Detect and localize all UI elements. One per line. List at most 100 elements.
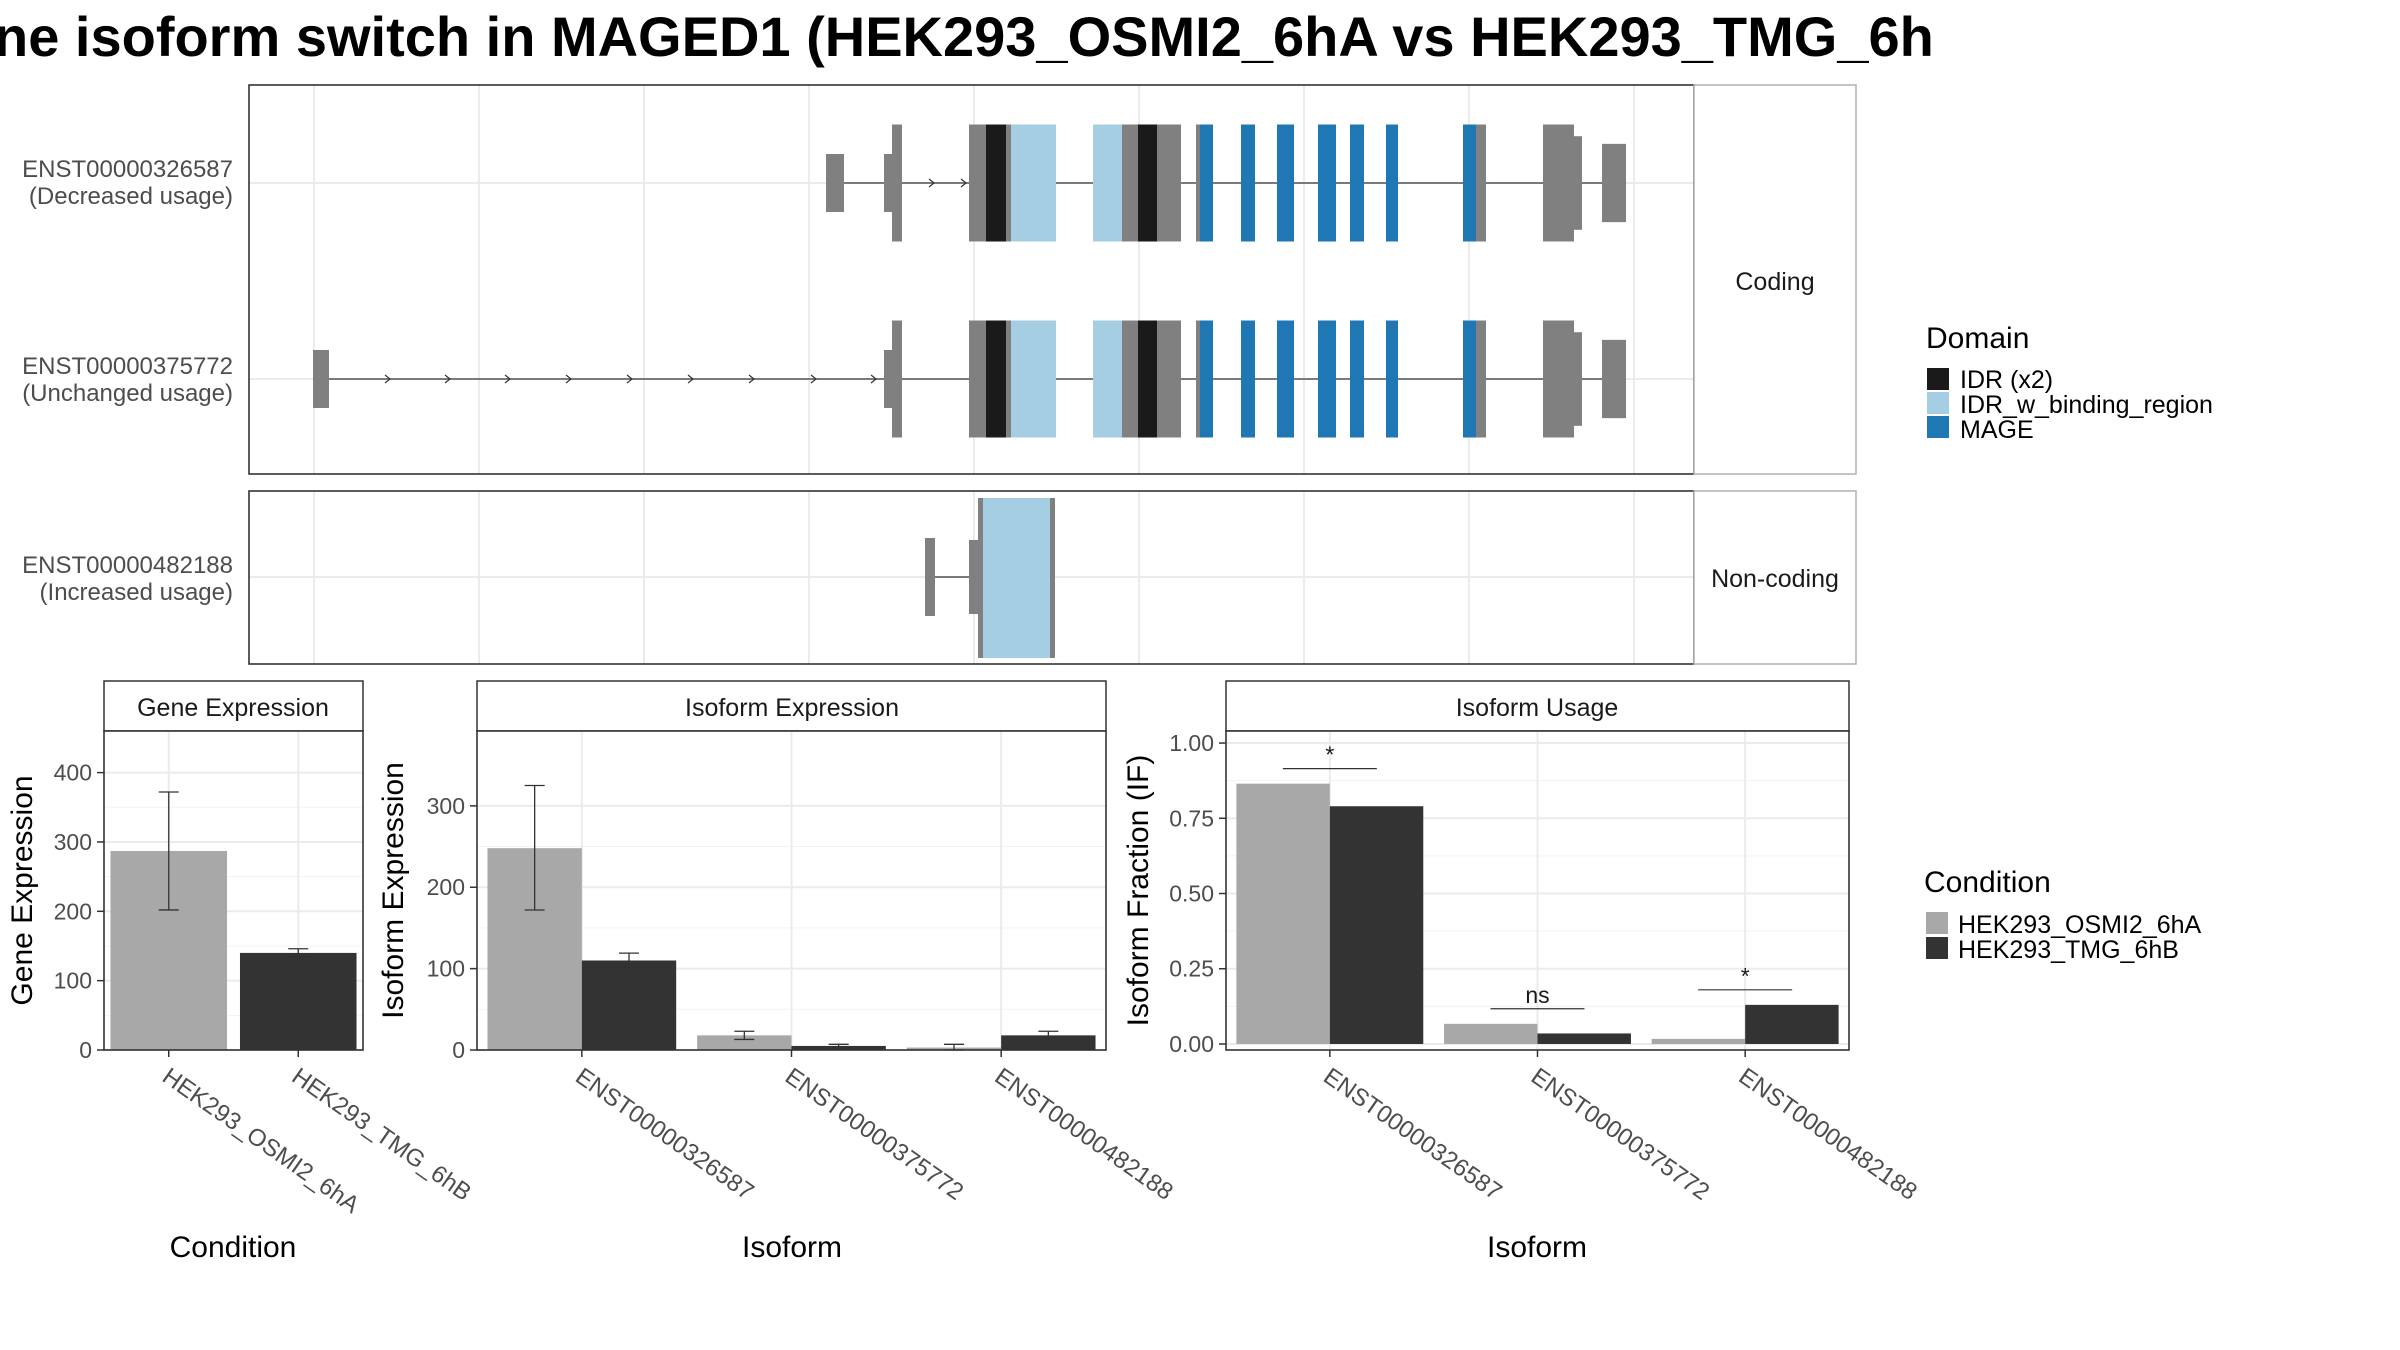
bar-tmg [1330,806,1423,1044]
strip-noncoding-label: Non-coding [1711,565,1839,593]
legend-key-idr-binding [1927,392,1949,414]
y-tick-label: 0.25 [1169,956,1214,982]
y-tick-label: 400 [54,760,92,786]
bar-osmi2 [1236,784,1329,1044]
isoform-structure-panel [249,85,1694,664]
y-tick-label: 100 [54,968,92,994]
domain-idr-binding [1093,321,1123,438]
coding-exon [1006,321,1011,438]
coding-exon [1476,125,1486,242]
domain-mage [1241,321,1255,438]
domain-mage [1463,125,1476,242]
chart-isoform-usage: Isoform Usage*ns*0.000.250.500.751.00ENS… [1122,681,1922,1264]
domain-mage [1318,321,1336,438]
significance-label: ns [1525,982,1549,1008]
exon [925,538,935,616]
isoform-label-2-id: ENST00000375772 [22,353,233,380]
x-axis-title: Condition [170,1231,297,1264]
bar-tmg [1745,1005,1838,1044]
panel-title: Isoform Expression [685,694,899,722]
domain-mage [1463,321,1476,438]
y-tick-label: 0 [452,1037,465,1063]
coding-exon [1543,125,1574,242]
condition-legend: Condition HEK293_OSMI2_6hA HEK293_TMG_6h… [1924,866,2202,964]
domain-idr-binding [1011,125,1056,242]
legend-label-tmg: HEK293_TMG_6hB [1958,936,2179,964]
x-tick-label: ENST00000375772 [780,1063,968,1206]
x-tick-label: ENST00000375772 [1526,1063,1714,1206]
utr-exon [1572,136,1582,230]
y-axis-title: Gene Expression [6,775,39,1005]
x-tick-label: ENST00000482188 [1734,1063,1922,1206]
utr-exon [1602,144,1626,222]
coding-exon [1157,125,1181,242]
chart-isoform-expression: Isoform Expression 0 100 200 300 ENST00000326… [377,681,1178,1264]
utr-exon [1602,340,1626,418]
x-tick-label: ENST00000326587 [1318,1063,1506,1206]
y-tick-label: 0.75 [1169,805,1214,831]
domain-mage [1386,321,1398,438]
coding-exon [892,125,902,242]
bar-tmg [1538,1033,1631,1044]
domain-mage [1200,321,1213,438]
coding-exon [1157,321,1181,438]
isoform-label-1-usage: (Decreased usage) [29,183,233,210]
domain-idr [1138,321,1158,438]
isoform-label-1-id: ENST00000326587 [22,156,233,183]
domain-mage [1200,125,1213,242]
panel-title: Gene Expression [137,694,329,722]
domain-mage [1277,125,1294,242]
domain-idr-binding [1093,125,1123,242]
domain-mage [1318,125,1336,242]
domain-mage [1386,125,1398,242]
coding-exon [1476,321,1486,438]
y-tick-label: 300 [54,829,92,855]
condition-legend-title: Condition [1924,866,2051,899]
bar-osmi2 [1652,1039,1745,1044]
strip-coding-label: Coding [1735,268,1814,296]
legend-label-mage: MAGE [1960,416,2034,444]
panel-title: Isoform Usage [1456,694,1619,722]
legend-label-idr: IDR (x2) [1960,366,2053,394]
y-tick-label: 0 [79,1037,92,1063]
y-axis-title: Isoform Fraction (IF) [1122,755,1155,1027]
y-tick-label: 1.00 [1169,730,1214,756]
legend-label-osmi2: HEK293_OSMI2_6hA [1958,911,2202,939]
legend-key-osmi2 [1926,912,1948,934]
y-tick-label: 0.50 [1169,881,1214,907]
x-tick-label: ENST00000326587 [570,1063,758,1206]
domain-idr [1138,125,1158,242]
y-tick-label: 200 [427,874,465,900]
y-tick-label: 0.00 [1169,1031,1214,1057]
legend-key-idr [1927,368,1949,390]
exon [1050,498,1055,658]
x-tick-label: ENST00000482188 [990,1063,1178,1206]
domain-idr-binding [983,498,1053,658]
coding-exon [1543,321,1574,438]
bar-tmg [582,960,676,1050]
legend-label-idr-binding: IDR_w_binding_region [1960,391,2213,419]
domain-idr [986,125,1008,242]
y-axis-title: Isoform Expression [377,762,410,1019]
bar-tmg [240,953,357,1050]
domain-mage [1350,321,1364,438]
coding-exon [1122,321,1138,438]
domain-mage [1277,321,1294,438]
coding-exon [892,321,902,438]
figure: ne isoform switch in MAGED1 (HEK293_OSMI… [0,0,2400,1350]
significance-label: * [1325,742,1334,768]
legend-key-tmg [1926,937,1948,959]
y-tick-label: 200 [54,898,92,924]
coding-exon [969,321,988,438]
y-tick-label: 100 [427,956,465,982]
x-axis-title: Isoform [742,1231,842,1264]
domain-legend-title: Domain [1926,322,2029,355]
domain-mage [1241,125,1255,242]
coding-exon [1122,125,1138,242]
domain-idr-binding [1011,321,1056,438]
domain-idr [986,321,1008,438]
utr-exon [826,154,844,212]
coding-exon [1006,125,1011,242]
coding-exon [969,125,988,242]
legend-key-mage [1927,416,1949,438]
